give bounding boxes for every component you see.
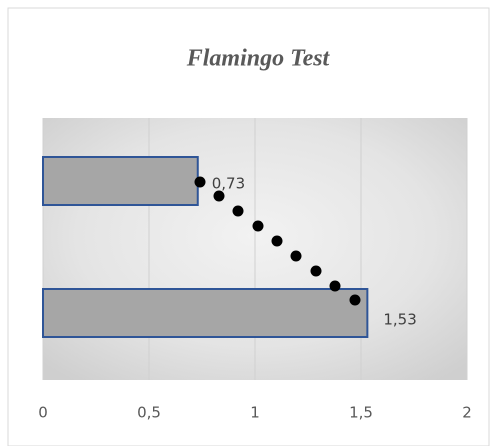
x-tick-label: 0,5 bbox=[137, 404, 161, 422]
dot bbox=[311, 266, 322, 277]
page: {"chart_data": {"type": "hbar", "title":… bbox=[0, 0, 499, 446]
dot bbox=[253, 221, 264, 232]
bar bbox=[43, 289, 367, 337]
x-tick-label: 1,5 bbox=[349, 404, 373, 422]
value-label: 0,73 bbox=[212, 175, 245, 193]
bar bbox=[43, 157, 198, 205]
value-label: 1,53 bbox=[383, 311, 416, 329]
dot bbox=[272, 236, 283, 247]
chart-title: Flamingo Test bbox=[186, 46, 331, 72]
dot bbox=[233, 206, 244, 217]
x-tick-label: 0 bbox=[38, 404, 48, 422]
dot bbox=[330, 281, 341, 292]
dot bbox=[350, 295, 361, 306]
x-tick-label: 1 bbox=[250, 404, 260, 422]
x-tick-label: 2 bbox=[462, 404, 472, 422]
chart: Flamingo Test 0 0,5 1 1,5 2 0,73 1,53 bbox=[0, 0, 499, 446]
dot bbox=[195, 177, 206, 188]
dot bbox=[291, 251, 302, 262]
